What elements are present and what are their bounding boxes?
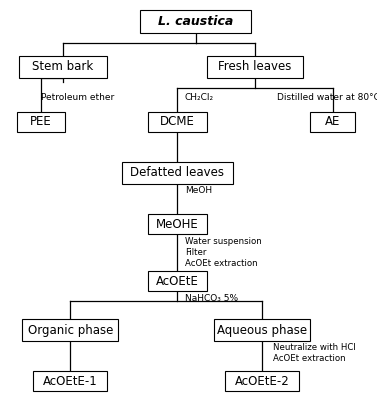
Text: Defatted leaves: Defatted leaves <box>130 166 224 180</box>
FancyBboxPatch shape <box>122 162 233 184</box>
Text: NaHCO₃ 5%: NaHCO₃ 5% <box>185 294 238 303</box>
Text: AE: AE <box>325 115 340 128</box>
Text: Stem bark: Stem bark <box>32 61 93 73</box>
Text: AcOEtE-2: AcOEtE-2 <box>235 375 290 388</box>
FancyBboxPatch shape <box>33 371 107 391</box>
Text: MeOHE: MeOHE <box>156 218 199 231</box>
Text: MeOH: MeOH <box>185 186 212 195</box>
FancyBboxPatch shape <box>148 214 207 234</box>
Text: AcOEtE: AcOEtE <box>156 275 199 288</box>
FancyBboxPatch shape <box>148 112 207 132</box>
Text: Neutralize with HCl
AcOEt extraction: Neutralize with HCl AcOEt extraction <box>273 343 356 363</box>
FancyBboxPatch shape <box>17 112 65 132</box>
Text: Fresh leaves: Fresh leaves <box>218 61 292 73</box>
Text: Distilled water at 80°C: Distilled water at 80°C <box>277 93 377 102</box>
FancyBboxPatch shape <box>141 10 251 33</box>
Text: PEE: PEE <box>30 115 52 128</box>
FancyBboxPatch shape <box>22 319 118 341</box>
Text: Aqueous phase: Aqueous phase <box>217 324 308 337</box>
Text: AcOEtE-1: AcOEtE-1 <box>43 375 98 388</box>
FancyBboxPatch shape <box>148 271 207 291</box>
FancyBboxPatch shape <box>225 371 299 391</box>
Text: Water suspension
Filter
AcOEt extraction: Water suspension Filter AcOEt extraction <box>185 237 262 268</box>
FancyBboxPatch shape <box>207 56 303 78</box>
FancyBboxPatch shape <box>18 56 107 78</box>
Text: CH₂Cl₂: CH₂Cl₂ <box>185 93 214 102</box>
FancyBboxPatch shape <box>215 319 310 341</box>
Text: DCME: DCME <box>160 115 195 128</box>
Text: L. caustica: L. caustica <box>158 15 233 28</box>
Text: Organic phase: Organic phase <box>28 324 113 337</box>
FancyBboxPatch shape <box>310 112 355 132</box>
Text: Petroleum ether: Petroleum ether <box>41 93 114 102</box>
